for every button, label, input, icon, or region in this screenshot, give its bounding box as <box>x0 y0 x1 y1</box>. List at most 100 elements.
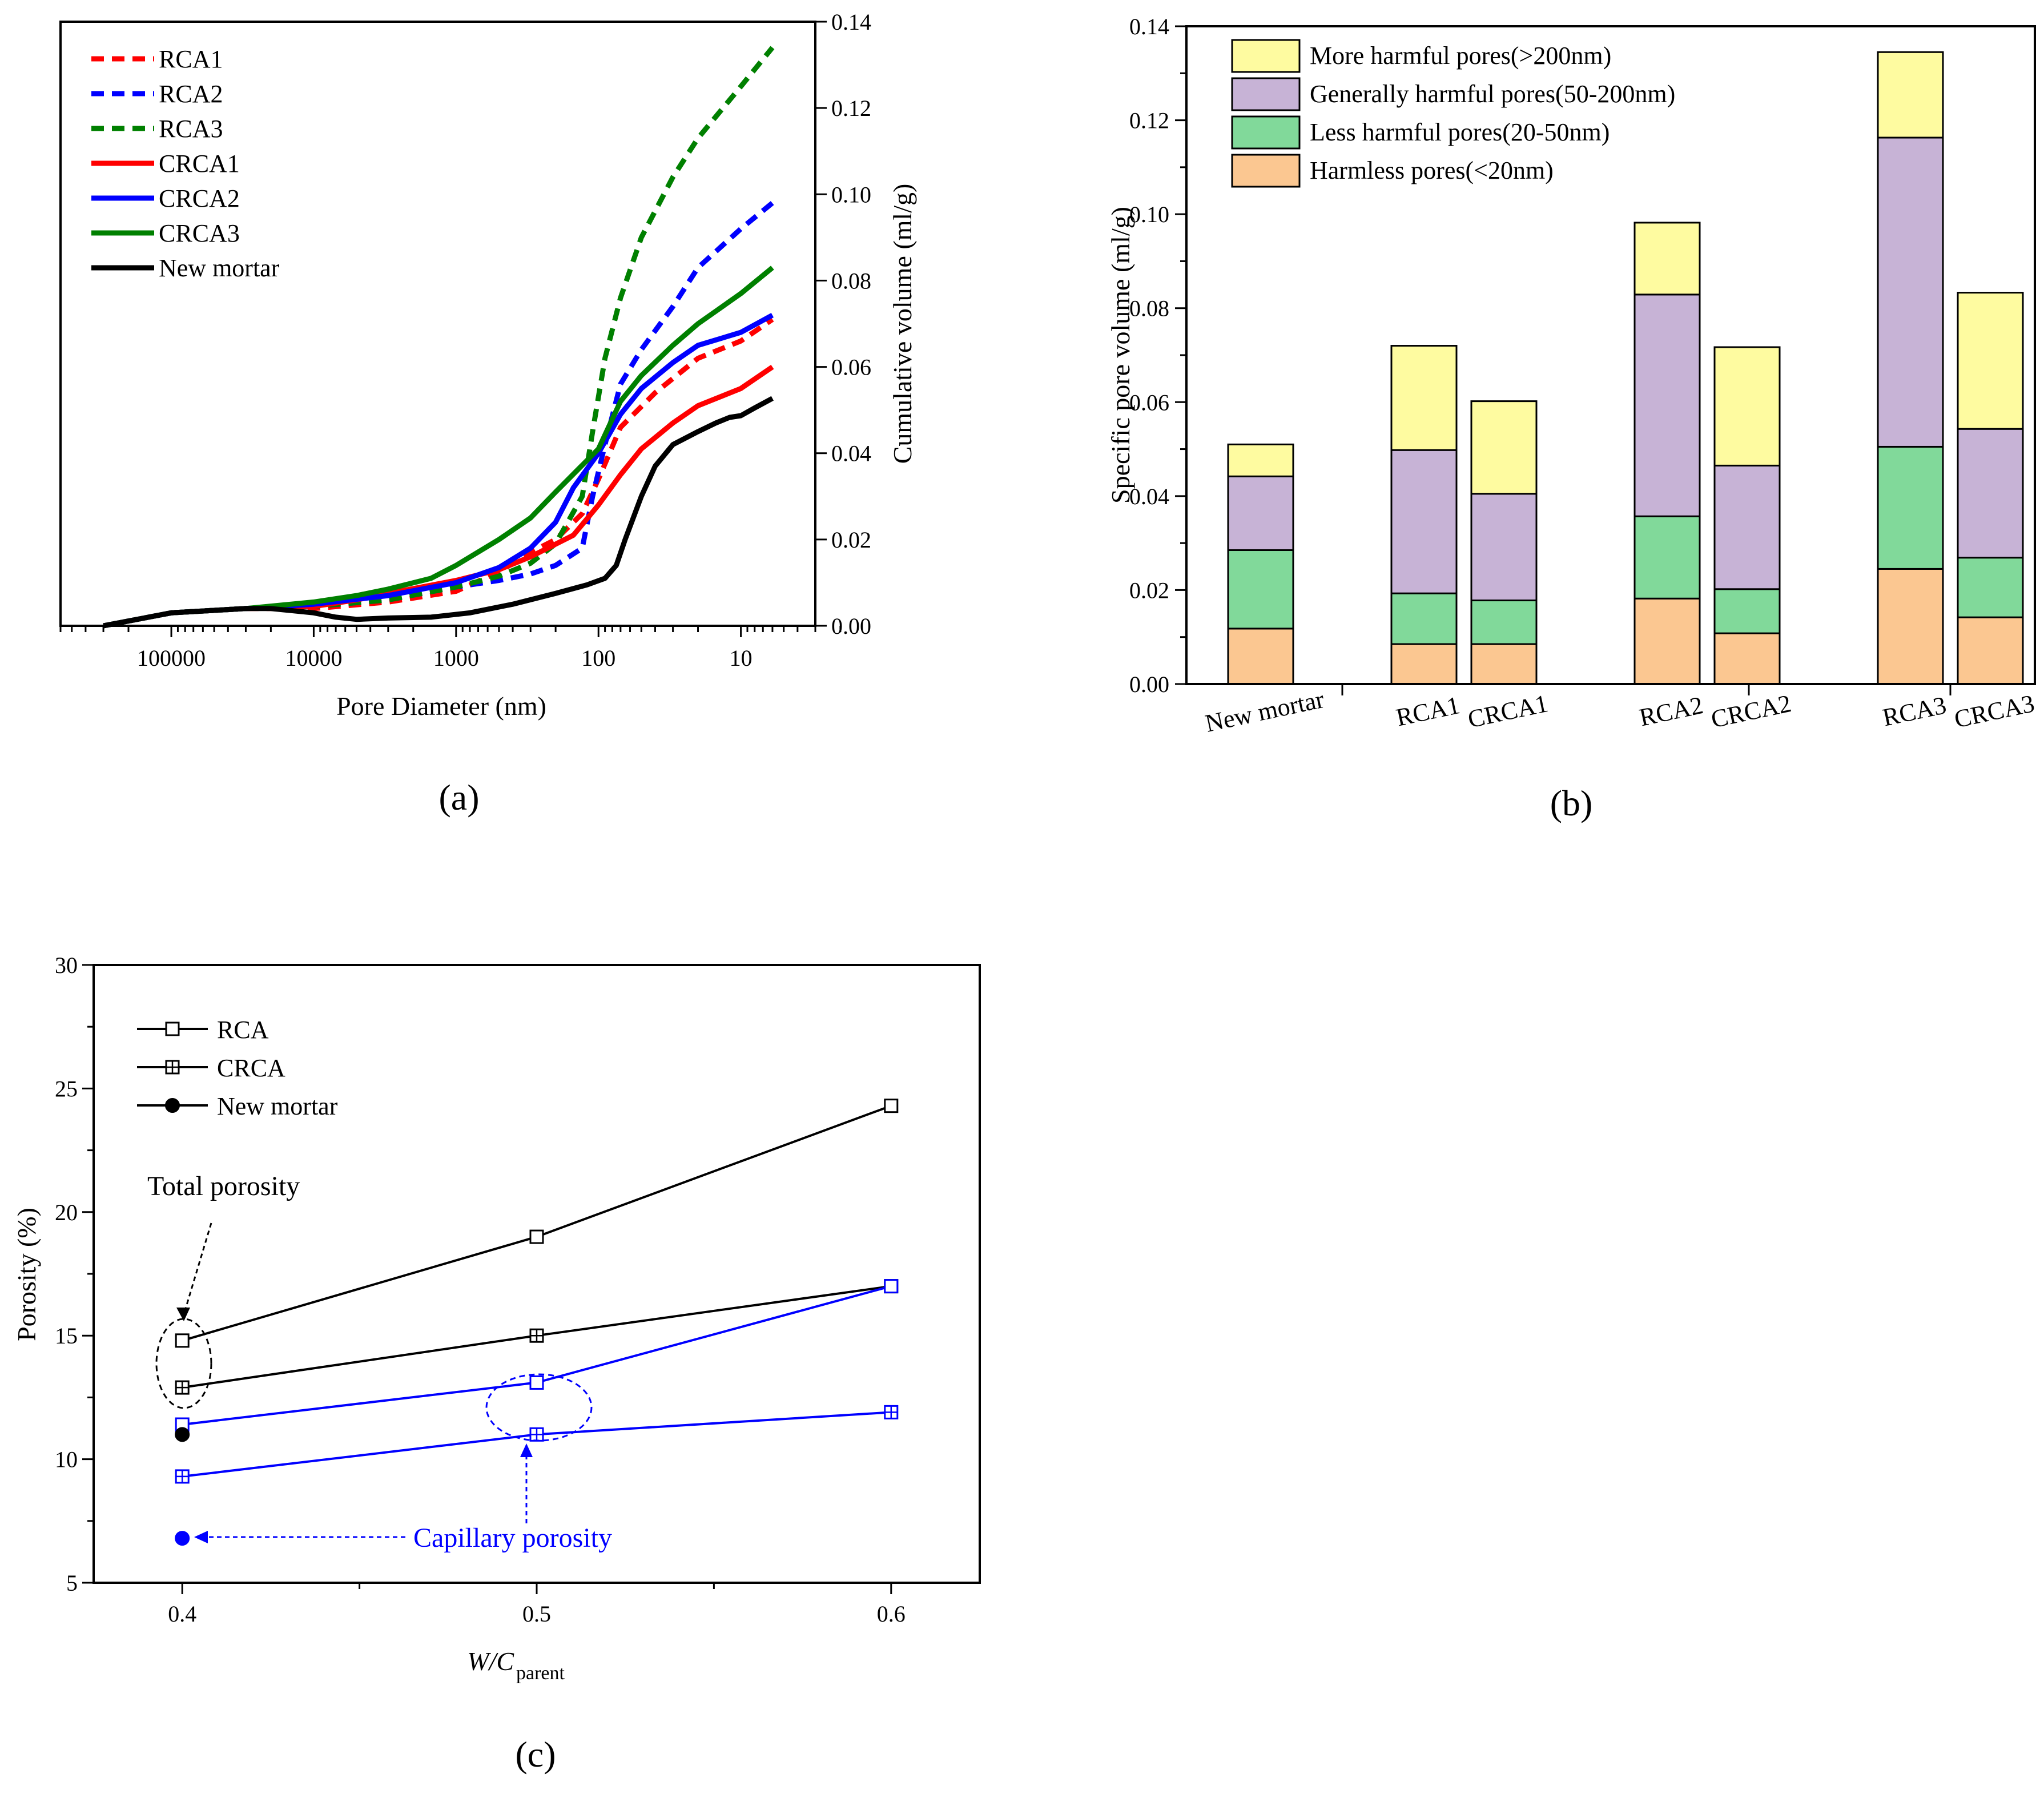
panel-label-c: (c) <box>515 1734 556 1775</box>
chart-c-legend: RCA CRCA New mortar <box>137 1016 338 1120</box>
chart-b-legend-label-less-harmful-pores: Less harmful pores(20-50nm) <box>1310 118 1610 146</box>
bar-rca2-less-harmful-pores <box>1633 515 1701 600</box>
total-porosity-arrow <box>183 1222 212 1315</box>
chart-c-line-rca-total-porosity <box>182 1104 892 1342</box>
panel-label-b: (b) <box>1550 783 1593 823</box>
chart-c-point-rca-total-porosity <box>884 1099 899 1113</box>
chart-a-y-tick-label: 0.14 <box>831 9 871 35</box>
chart-a-y-tick-label: 0.10 <box>831 182 871 207</box>
chart-b-legend-swatch-generally-harmful-pores <box>1231 77 1301 111</box>
chart-b-x-ticks: New mortar RCA1 CRCA1 RCA2 CRCA2 RCA3 CRCA3 <box>1203 684 2037 738</box>
bar-crca2-generally-harmful-pores <box>1713 464 1781 590</box>
chart-a-legend-label-new-mortar: New mortar <box>159 254 280 282</box>
chart-a-y-tick-label: 0.02 <box>831 527 871 553</box>
chart-c-line-rca-capillary-porosity <box>182 1285 892 1426</box>
chart-c-x-axis-label: W/C <box>467 1647 514 1676</box>
chart-c-x-ticks: 0.4 0.5 0.6 <box>168 1583 906 1627</box>
chart-c-point-rca-capillary-porosity <box>529 1375 544 1390</box>
chart-b-y-ticks: 0.00 0.02 0.04 0.06 0.08 0.10 0.12 0.14 <box>1129 14 1186 697</box>
chart-b-x-tick-label: RCA2 <box>1637 691 1705 731</box>
chart-a-legend: RCA1 RCA2 RCA3 CRCA1 CRCA2 CRCA3 New mortar <box>91 45 280 282</box>
chart-c: 0.4 0.5 0.6 5 10 15 20 25 30 Total porosity Cap… <box>12 952 981 1775</box>
bar-crca2-more-harmful-pores <box>1713 346 1781 466</box>
chart-b-y-tick-label: 0.08 <box>1129 296 1169 321</box>
chart-c-series-group <box>175 1099 899 1546</box>
bar-rca2-generally-harmful-pores <box>1633 293 1701 517</box>
bar-rca1-more-harmful-pores <box>1390 345 1458 451</box>
chart-a-y-tick-label: 0.06 <box>831 355 871 380</box>
bar-rca1-harmless-pores <box>1390 643 1458 685</box>
bar-crca1-harmless-pores <box>1470 643 1538 685</box>
chart-b-legend-swatch-more-harmful-pores <box>1231 39 1301 73</box>
chart-a-legend-label-rca3: RCA3 <box>159 115 223 143</box>
chart-a-x-tick-label: 10 <box>730 645 753 671</box>
chart-a-series-rca2 <box>103 200 774 629</box>
bar-rca1-less-harmful-pores <box>1390 592 1458 645</box>
chart-c-y-tick-label: 20 <box>55 1200 78 1225</box>
chart-b-y-tick-label: 0.06 <box>1129 389 1169 415</box>
chart-b-y-tick-label: 0.14 <box>1129 14 1169 39</box>
bar-rca3-more-harmful-pores <box>1877 51 1944 139</box>
chart-b-legend-label-more-harmful-pores: More harmful pores(>200nm) <box>1310 42 1611 70</box>
bar-new-mortar-less-harmful-pores <box>1227 549 1294 630</box>
chart-a-legend-label-crca1: CRCA1 <box>159 150 240 178</box>
chart-c-legend-label-rca: RCA <box>217 1016 269 1044</box>
bar-crca3-harmless-pores <box>1957 616 2024 685</box>
chart-c-x-tick-label: 0.4 <box>168 1601 196 1627</box>
chart-c-y-tick-label: 15 <box>55 1323 78 1349</box>
chart-a-x-ticks: 100000 10000 1000 100 10 <box>59 626 842 671</box>
chart-a-y-axis-label: Cumulative volume (ml/g) <box>888 184 917 464</box>
chart-c-y-tick-label: 25 <box>55 1076 78 1101</box>
chart-a-legend-label-rca2: RCA2 <box>159 80 223 108</box>
chart-a-series-new-mortar <box>103 396 774 629</box>
chart-a-x-tick-label: 10000 <box>285 645 342 671</box>
capillary-porosity-annotation: Capillary porosity <box>413 1523 612 1553</box>
bar-crca2-less-harmful-pores <box>1713 588 1781 634</box>
capillary-porosity-arrowhead-up <box>520 1443 533 1457</box>
capillary-porosity-arrowhead-left <box>194 1531 208 1543</box>
chart-c-line-crca-capillary-porosity <box>182 1411 891 1478</box>
chart-b: 0.00 0.02 0.04 0.06 0.08 0.10 0.12 0.14 New mor… <box>1106 14 2037 823</box>
chart-b-x-tick-label: New mortar <box>1203 685 1327 738</box>
chart-b-x-tick-label: CRCA3 <box>1952 689 2037 733</box>
chart-a-x-axis-label: Pore Diameter (nm) <box>336 691 546 721</box>
chart-c-x-axis-label-subscript: parent <box>516 1663 565 1684</box>
bar-rca1-generally-harmful-pores <box>1390 449 1458 594</box>
chart-a-legend-label-crca3: CRCA3 <box>159 219 240 247</box>
chart-b-legend: More harmful pores(>200nm) Generally harm… <box>1231 39 1675 188</box>
bar-crca1-more-harmful-pores <box>1470 400 1538 495</box>
chart-b-x-tick-label: RCA1 <box>1394 691 1462 731</box>
chart-c-y-axis-label: Porosity (%) <box>12 1208 41 1341</box>
chart-c-x-axis-label-main: W/C <box>467 1647 514 1676</box>
bar-crca1-generally-harmful-pores <box>1470 493 1538 602</box>
chart-c-legend-marker-new-mortar <box>165 1098 180 1113</box>
chart-b-y-axis-label: Specific pore volume (ml/g) <box>1106 207 1135 504</box>
chart-a-x-tick-label: 100 <box>581 645 615 671</box>
chart-a-legend-label-rca1: RCA1 <box>159 45 223 73</box>
capillary-porosity-ellipse <box>485 1373 593 1442</box>
bar-crca2-harmless-pores <box>1713 632 1781 685</box>
chart-c-x-tick-label: 0.6 <box>877 1601 906 1627</box>
chart-c-legend-label-crca: CRCA <box>217 1054 285 1082</box>
chart-b-y-tick-label: 0.10 <box>1129 202 1169 227</box>
chart-b-legend-label-generally-harmful-pores: Generally harmful pores(50-200nm) <box>1310 80 1675 108</box>
chart-c-x-tick-label: 0.5 <box>522 1601 551 1627</box>
bar-rca2-more-harmful-pores <box>1633 222 1701 296</box>
bar-new-mortar-more-harmful-pores <box>1227 443 1294 477</box>
bar-crca3-less-harmful-pores <box>1957 557 2024 618</box>
bar-crca3-generally-harmful-pores <box>1957 428 2024 559</box>
total-porosity-annotation: Total porosity <box>147 1171 300 1201</box>
chart-a-series-crca3 <box>103 266 774 629</box>
chart-a-series-crca2 <box>103 312 774 629</box>
chart-b-x-tick-label: CRCA2 <box>1709 689 1794 733</box>
chart-c-point-rca-capillary-porosity <box>884 1279 899 1294</box>
chart-a-y-tick-label: 0.12 <box>831 95 871 121</box>
bar-crca1-less-harmful-pores <box>1470 600 1538 645</box>
chart-c-point-new-mortar-capillary-porosity <box>175 1531 190 1546</box>
chart-b-x-tick-label: RCA3 <box>1880 691 1949 731</box>
chart-b-bars <box>1227 51 2024 685</box>
chart-a-y-tick-label: 0.04 <box>831 441 871 466</box>
bar-new-mortar-harmless-pores <box>1227 628 1294 685</box>
chart-a-y-tick-label: 0.00 <box>831 613 871 639</box>
